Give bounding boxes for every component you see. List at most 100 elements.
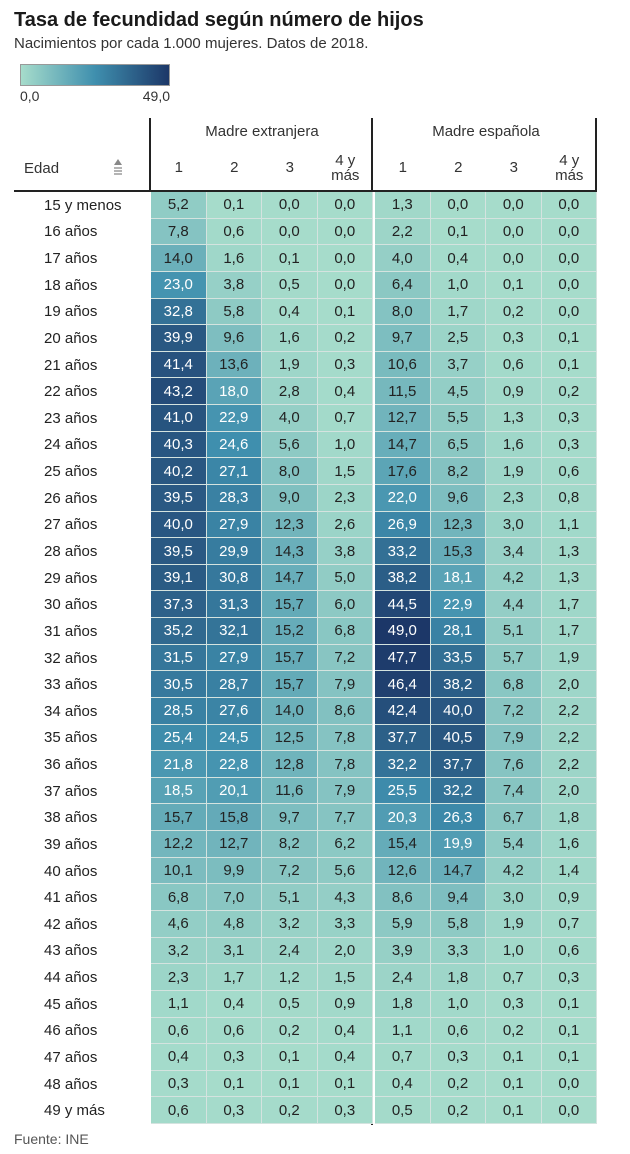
cell-value: 39,5: [163, 542, 193, 560]
cell-value: 22,8: [219, 755, 249, 773]
heat-cell: 0,0: [541, 1097, 597, 1125]
heat-cell: 0,1: [541, 1017, 597, 1045]
cell-value: 0,7: [558, 915, 580, 933]
heat-cell: 0,7: [486, 964, 542, 991]
cell-value: 0,4: [391, 1075, 413, 1093]
heat-cell: 19,9: [430, 831, 486, 858]
heat-cell: 7,9: [317, 671, 373, 698]
heat-cell: 39,5: [151, 484, 207, 512]
heat-cell: 8,6: [375, 884, 431, 911]
cell-value: 2,0: [334, 941, 356, 959]
column-header[interactable]: 2: [230, 159, 239, 176]
age-header[interactable]: Edad: [24, 160, 60, 177]
heat-cell: 28,7: [206, 671, 262, 698]
row-label: 36 años: [44, 756, 98, 774]
cell-value: 3,2: [167, 941, 189, 959]
column-header[interactable]: 3: [285, 159, 294, 176]
heat-cell: 2,3: [486, 484, 542, 512]
cell-value: 0,0: [558, 1101, 580, 1119]
heat-cell: 12,2: [151, 831, 207, 858]
cell-value: 0,3: [334, 1101, 356, 1119]
cell-value: 20,3: [387, 808, 417, 826]
cell-value: 0,4: [167, 1048, 189, 1066]
cell-value: 1,4: [558, 862, 580, 880]
subtitle: Nacimientos por cada 1.000 mujeres. Dato…: [14, 35, 369, 52]
cell-value: 0,0: [334, 196, 356, 214]
heat-cell: 0,6: [206, 1017, 262, 1045]
heat-cell: 7,9: [317, 777, 373, 805]
heat-cell: 29,9: [206, 538, 262, 565]
heat-cell: 10,6: [375, 351, 431, 379]
cell-value: 14,0: [274, 702, 304, 720]
sort-icon[interactable]: [112, 158, 124, 178]
heat-cell: 5,4: [486, 831, 542, 858]
cell-value: 1,3: [502, 409, 524, 427]
cell-value: 0,4: [278, 302, 300, 320]
heat-cell: 33,5: [430, 644, 486, 672]
cell-value: 4,0: [278, 409, 300, 427]
cell-value: 4,2: [502, 862, 524, 880]
cell-value: 38,2: [443, 675, 473, 693]
heat-cell: 5,6: [317, 857, 373, 885]
row-label: 16 años: [44, 223, 98, 241]
heat-cell: 18,5: [151, 777, 207, 805]
heat-cell: 8,2: [262, 831, 318, 858]
cell-value: 7,4: [502, 782, 524, 800]
cell-value: 0,4: [334, 1048, 356, 1066]
cell-value: 0,9: [334, 995, 356, 1013]
cell-value: 1,9: [502, 915, 524, 933]
heat-cell: 0,6: [486, 351, 542, 379]
cell-value: 3,3: [447, 941, 469, 959]
heat-cell: 20,3: [375, 804, 431, 832]
cell-value: 0,7: [391, 1048, 413, 1066]
cell-value: 37,3: [163, 595, 193, 613]
cell-value: 0,0: [558, 196, 580, 214]
heat-cell: 12,5: [262, 724, 318, 752]
cell-value: 28,5: [163, 702, 193, 720]
cell-value: 3,9: [391, 941, 413, 959]
row-label: 21 años: [44, 356, 98, 374]
cell-value: 0,1: [278, 1075, 300, 1093]
cell-value: 0,3: [558, 409, 580, 427]
heat-cell: 0,2: [430, 1070, 486, 1098]
heat-cell: 6,8: [317, 618, 373, 645]
cell-value: 0,6: [167, 1021, 189, 1039]
heat-cell: 30,8: [206, 564, 262, 592]
cell-value: 24,5: [219, 728, 249, 746]
heat-cell: 2,0: [317, 937, 373, 965]
cell-value: 27,1: [219, 462, 249, 480]
heat-cell: 4,2: [486, 857, 542, 885]
heat-cell: 4,4: [486, 591, 542, 619]
cell-value: 15,7: [274, 649, 304, 667]
heat-cell: 30,5: [151, 671, 207, 698]
cell-value: 39,9: [163, 329, 193, 347]
row-label: 26 años: [44, 489, 98, 507]
heat-cell: 40,0: [430, 697, 486, 725]
heat-cell: 1,0: [486, 937, 542, 965]
heat-cell: 43,2: [151, 378, 207, 406]
cell-value: 0,1: [334, 1075, 356, 1093]
column-header[interactable]: 3: [509, 159, 518, 176]
heat-cell: 27,1: [206, 458, 262, 485]
heat-cell: 0,6: [541, 937, 597, 965]
cell-value: 9,6: [223, 329, 245, 347]
column-header[interactable]: 1: [398, 159, 407, 176]
heat-cell: 0,0: [486, 192, 542, 219]
cell-value: 28,1: [443, 622, 473, 640]
heat-cell: 0,3: [541, 964, 597, 991]
column-header[interactable]: 4 y más: [331, 151, 360, 184]
column-header[interactable]: 1: [174, 159, 183, 176]
heat-cell: 0,3: [206, 1097, 262, 1125]
heat-cell: 28,5: [151, 697, 207, 725]
cell-value: 0,0: [502, 222, 524, 240]
heat-cell: 46,4: [375, 671, 431, 698]
heat-cell: 41,4: [151, 351, 207, 379]
heat-cell: 0,4: [262, 298, 318, 326]
cell-value: 0,0: [558, 222, 580, 240]
column-header[interactable]: 4 y más: [555, 151, 584, 184]
cell-value: 0,3: [223, 1101, 245, 1119]
heat-cell: 3,4: [486, 538, 542, 565]
heat-cell: 22,9: [206, 405, 262, 432]
cell-value: 8,0: [391, 302, 413, 320]
column-header[interactable]: 2: [454, 159, 463, 176]
